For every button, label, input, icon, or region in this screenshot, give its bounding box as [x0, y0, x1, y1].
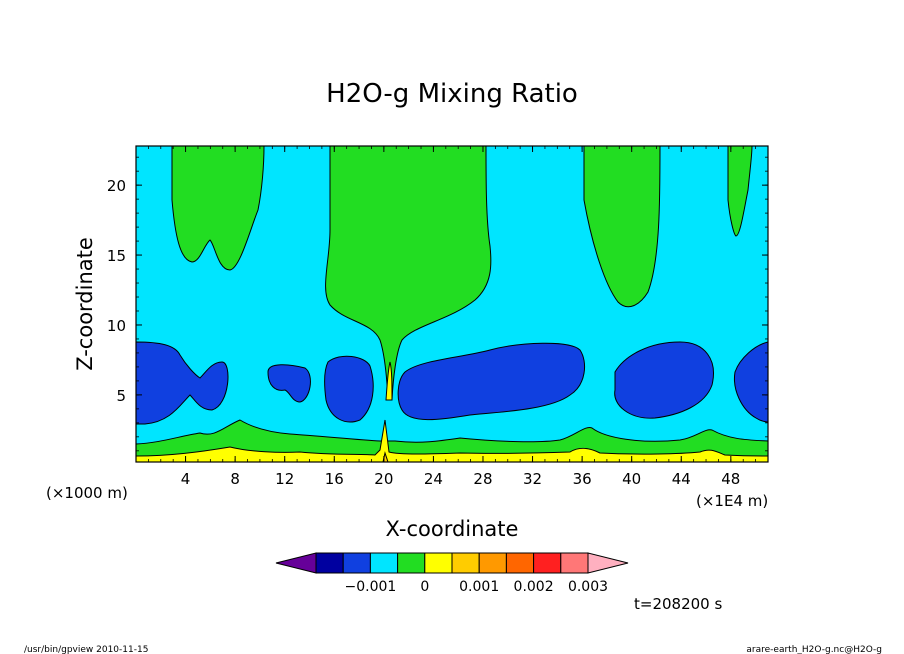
- footer-left: /usr/bin/gpview 2010-11-15: [24, 645, 148, 654]
- positive-region-plume-4: [727, 146, 753, 237]
- colorbar-swatch: [342, 552, 371, 574]
- x-tick-label: 16: [325, 470, 344, 488]
- x-tick-label: 8: [230, 470, 240, 488]
- y-axis: 5 10 15 20: [107, 156, 768, 452]
- x-tick-label: 20: [374, 470, 393, 488]
- colorbar-swatch: [451, 552, 480, 574]
- colorbar-swatch: [369, 552, 399, 574]
- negative-region-5: [614, 341, 714, 419]
- colorbar-swatch: [533, 552, 562, 574]
- x-tick-label: 44: [672, 470, 691, 488]
- x-tick-label: 4: [181, 470, 191, 488]
- y-tick-label: 5: [116, 387, 126, 405]
- y-tick-label: 20: [107, 177, 126, 195]
- y-tick-label: 15: [107, 247, 126, 265]
- x-tick-label: 48: [721, 470, 740, 488]
- x-unit-label: (×1E4 m): [696, 492, 768, 510]
- footer-right: arare-earth_H2O-g.nc@H2O-g: [746, 645, 882, 654]
- negative-region-1: [136, 341, 229, 425]
- high-region-surface-band: [136, 419, 768, 462]
- x-tick-label: 32: [523, 470, 542, 488]
- chart-title: H2O-g Mixing Ratio: [326, 79, 578, 109]
- positive-region-surface-band: [136, 419, 768, 462]
- negative-region-3: [324, 355, 374, 423]
- y-unit-label: (×1000 m): [46, 484, 128, 502]
- colorbar-swatch: [424, 552, 453, 574]
- colorbar: −0.001 0 0.001 0.002 0.003: [275, 552, 629, 595]
- plot-frame: [135, 145, 769, 463]
- x-tick-label: 28: [473, 470, 492, 488]
- colorbar-swatch: [315, 552, 344, 574]
- plot-area: [136, 146, 768, 462]
- colorbar-swatch: [397, 552, 426, 574]
- negative-region-4: [397, 342, 586, 421]
- positive-region-plume-2: [325, 146, 492, 401]
- negative-region-6: [733, 341, 768, 423]
- colorbar-tick-label: 0.001: [459, 579, 499, 595]
- colorbar-tick-label: 0: [420, 579, 429, 595]
- colorbar-swatch: [560, 552, 589, 574]
- y-axis-label: Z-coordinate: [73, 237, 97, 371]
- negative-region-2: [267, 364, 311, 403]
- x-axis: 4 8 12 16 20 24 28 32 36 40 44 48: [135, 146, 769, 488]
- x-tick-label: 40: [622, 470, 641, 488]
- positive-region-plume-1: [171, 146, 265, 271]
- colorbar-swatch: [478, 552, 507, 574]
- x-axis-label: X-coordinate: [386, 517, 519, 541]
- y-tick-label: 10: [107, 317, 126, 335]
- x-tick-label: 12: [275, 470, 294, 488]
- high-region-filament: [385, 361, 393, 401]
- colorbar-lower-extend: [275, 552, 317, 574]
- time-label: t=208200 s: [634, 595, 722, 613]
- colorbar-tick-label: 0.003: [568, 579, 608, 595]
- x-tick-label: 24: [424, 470, 443, 488]
- colorbar-upper-extend: [587, 552, 629, 574]
- colorbar-tick-label: −0.001: [344, 579, 396, 595]
- colorbar-swatch: [505, 552, 535, 574]
- x-tick-label: 36: [573, 470, 592, 488]
- colorbar-tick-label: 0.002: [514, 579, 554, 595]
- positive-region-plume-3: [583, 146, 661, 308]
